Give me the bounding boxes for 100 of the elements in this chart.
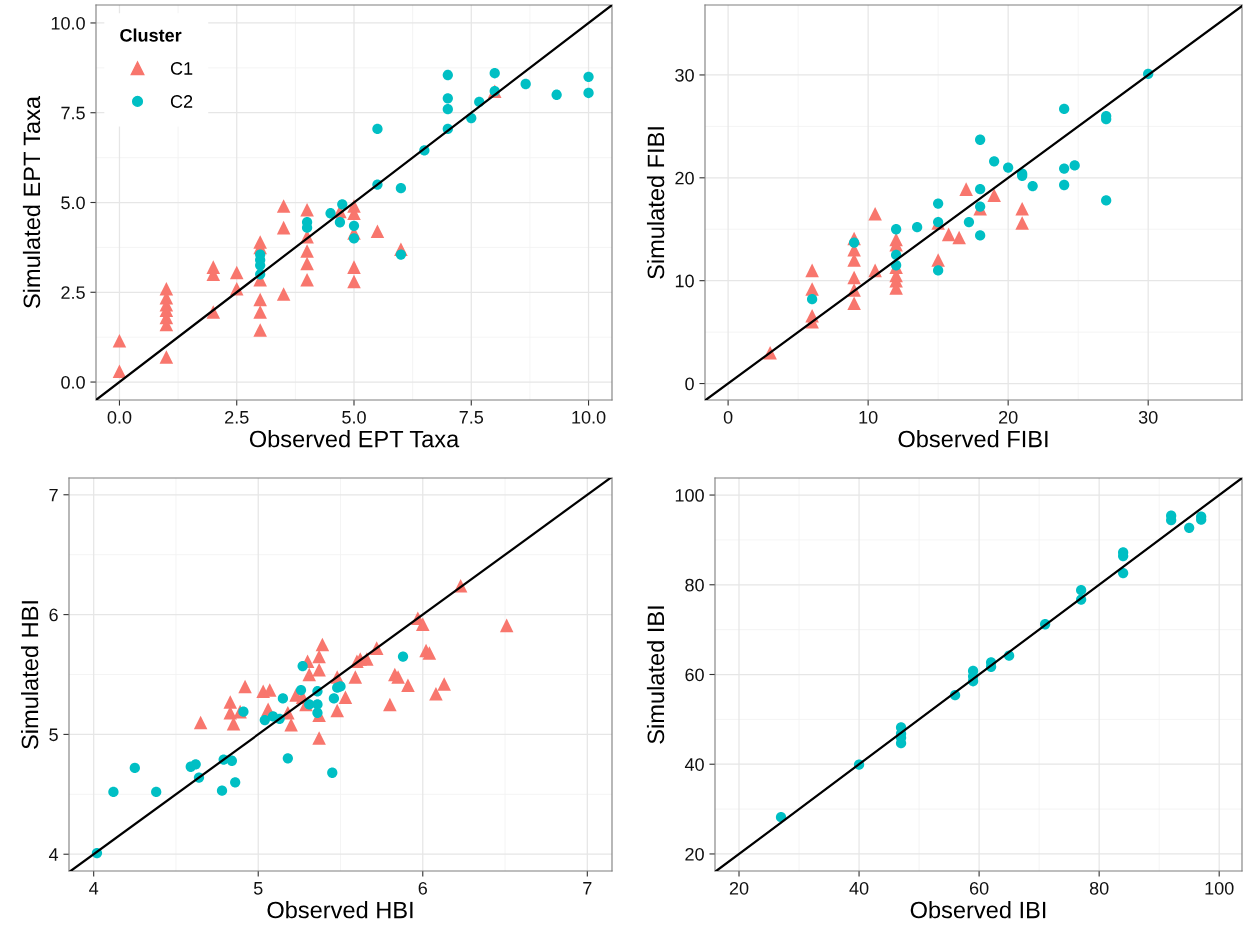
point bbox=[282, 753, 293, 764]
x-tick-label: 20 bbox=[729, 881, 749, 895]
point bbox=[277, 693, 289, 704]
point bbox=[1015, 201, 1029, 216]
point bbox=[868, 207, 882, 221]
y-tick-label: 4 bbox=[48, 848, 59, 861]
point bbox=[395, 249, 407, 260]
x-tick-label: 2.5 bbox=[225, 410, 249, 424]
point bbox=[370, 224, 385, 238]
point bbox=[253, 305, 267, 319]
point bbox=[931, 253, 945, 267]
point bbox=[583, 71, 594, 82]
point bbox=[238, 679, 252, 694]
point bbox=[312, 662, 326, 677]
point bbox=[112, 364, 127, 379]
point bbox=[338, 690, 353, 705]
point bbox=[416, 617, 430, 631]
point bbox=[975, 201, 986, 212]
legend-title: Cluster bbox=[120, 28, 182, 42]
point bbox=[383, 697, 397, 712]
x-tick-label: 5 bbox=[253, 882, 263, 895]
x-tick-label: 6 bbox=[418, 881, 427, 895]
point bbox=[226, 755, 238, 766]
y-tick-label: 2.5 bbox=[61, 286, 85, 299]
x-tick-label: 10 bbox=[859, 410, 878, 424]
point bbox=[312, 707, 323, 718]
x-tick-label: 5.0 bbox=[342, 410, 366, 424]
point bbox=[159, 350, 174, 364]
y-tick-label: 7.5 bbox=[61, 106, 85, 120]
x-tick-label: 60 bbox=[969, 881, 989, 895]
point bbox=[397, 651, 409, 662]
point bbox=[348, 233, 360, 244]
point bbox=[1003, 162, 1014, 173]
y-tick-label: 30 bbox=[675, 68, 694, 82]
point bbox=[963, 216, 975, 228]
point bbox=[1118, 567, 1129, 579]
x-tick-label: 100 bbox=[1205, 881, 1234, 895]
x-tick-label: 30 bbox=[1138, 410, 1158, 424]
y-tick-label: 60 bbox=[685, 668, 704, 682]
point bbox=[941, 227, 956, 242]
point bbox=[959, 182, 973, 196]
point bbox=[276, 220, 291, 235]
point bbox=[108, 786, 119, 798]
y-tick-label: 5 bbox=[49, 728, 58, 742]
y-tick-label: 0.0 bbox=[61, 375, 85, 389]
point bbox=[253, 292, 267, 307]
x-axis-title: Observed EPT Taxa bbox=[249, 430, 460, 448]
point bbox=[1059, 103, 1070, 115]
point bbox=[805, 263, 819, 278]
x-tick-label: 80 bbox=[1089, 881, 1109, 895]
legend-label: C2 bbox=[170, 95, 193, 108]
y-tick-label: 40 bbox=[684, 758, 704, 771]
point bbox=[295, 684, 307, 696]
point bbox=[987, 188, 1001, 203]
point bbox=[302, 667, 316, 682]
x-tick-label: 40 bbox=[849, 881, 869, 895]
point bbox=[312, 649, 326, 664]
point bbox=[429, 686, 443, 701]
point bbox=[297, 660, 308, 672]
point bbox=[129, 762, 140, 774]
point bbox=[300, 244, 314, 258]
x-axis-title: Observed HBI bbox=[267, 901, 413, 919]
point bbox=[401, 678, 415, 693]
point bbox=[952, 230, 966, 245]
point bbox=[223, 706, 238, 720]
point bbox=[372, 123, 383, 135]
point bbox=[337, 199, 348, 210]
point bbox=[330, 703, 344, 718]
x-tick-label: 20 bbox=[999, 410, 1018, 424]
point bbox=[347, 260, 361, 274]
y-tick-label: 7 bbox=[49, 488, 58, 502]
point bbox=[229, 265, 244, 280]
point bbox=[1101, 195, 1112, 206]
x-tick-label: 0.0 bbox=[107, 410, 132, 424]
point bbox=[193, 715, 208, 730]
point bbox=[300, 202, 314, 217]
point bbox=[1059, 163, 1070, 174]
point bbox=[975, 134, 986, 145]
y-tick-label: 80 bbox=[685, 578, 704, 592]
point bbox=[422, 646, 437, 660]
point bbox=[151, 786, 162, 798]
point bbox=[284, 718, 298, 732]
y-tick-label: 0 bbox=[685, 377, 694, 391]
point bbox=[499, 618, 514, 633]
point bbox=[1184, 522, 1195, 533]
point bbox=[276, 287, 291, 301]
point bbox=[328, 693, 340, 704]
point bbox=[190, 759, 201, 770]
point bbox=[442, 93, 453, 104]
y-tick-label: 5.0 bbox=[61, 196, 85, 210]
point bbox=[520, 78, 531, 90]
legend-label: C1 bbox=[170, 62, 193, 75]
point bbox=[489, 68, 500, 79]
point bbox=[253, 323, 267, 337]
point bbox=[848, 237, 860, 248]
y-tick-label: 20 bbox=[685, 847, 704, 861]
point bbox=[847, 270, 861, 285]
point bbox=[300, 272, 314, 287]
point bbox=[1015, 216, 1029, 230]
x-tick-label: 7 bbox=[583, 882, 592, 895]
